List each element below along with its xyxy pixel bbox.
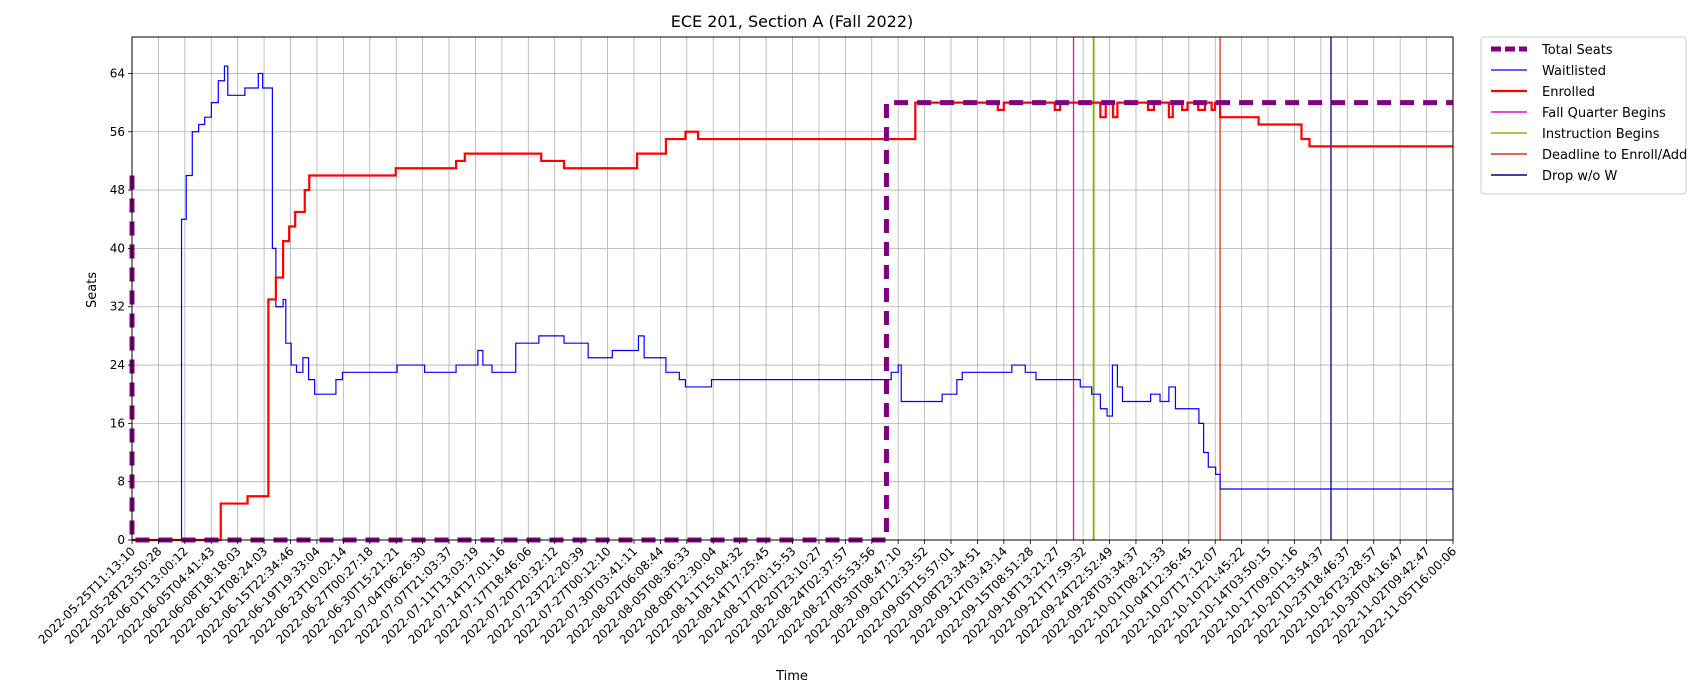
y-tick-label: 48 xyxy=(110,183,125,197)
legend-label: Fall Quarter Begins xyxy=(1542,106,1666,121)
y-tick-label: 8 xyxy=(117,475,125,489)
y-tick-label: 32 xyxy=(110,300,125,314)
y-tick-label: 56 xyxy=(110,125,125,139)
x-axis-label: Time xyxy=(775,669,808,684)
series-line-waitlisted xyxy=(132,65,1453,541)
y-tick-label: 40 xyxy=(110,241,125,255)
legend-label: Instruction Begins xyxy=(1542,127,1660,142)
y-axis-label: Seats xyxy=(85,272,100,308)
legend: Total Seats Waitlisted Enrolled Fall Quarte… xyxy=(1480,36,1687,195)
y-tick-label: 16 xyxy=(110,416,125,430)
legend-label: Total Seats xyxy=(1541,43,1613,58)
legend-label: Enrolled xyxy=(1542,85,1595,100)
legend-label: Deadline to Enroll/Add xyxy=(1542,148,1687,163)
legend-box xyxy=(1480,36,1687,195)
y-tick-label: 64 xyxy=(110,66,125,80)
grid xyxy=(131,37,1454,541)
ticks: 2022-05-25T11:13:102022-05-28T23:50:2820… xyxy=(36,66,1460,646)
legend-label: Waitlisted xyxy=(1542,64,1606,79)
y-tick-label: 24 xyxy=(110,358,125,372)
series-line-enrolled xyxy=(132,101,1453,542)
legend-label: Drop w/o W xyxy=(1542,169,1618,184)
chart-title: ECE 201, Section A (Fall 2022) xyxy=(671,12,913,31)
y-tick-label: 0 xyxy=(117,533,125,547)
